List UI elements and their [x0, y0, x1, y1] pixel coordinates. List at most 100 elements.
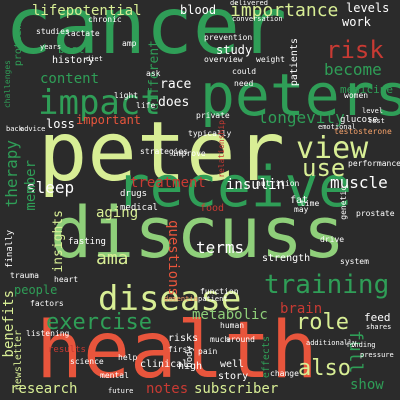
- word: studies: [36, 27, 70, 36]
- word: may: [294, 205, 309, 214]
- word: receive: [116, 155, 353, 220]
- word: use: [302, 154, 346, 182]
- word: aging: [96, 205, 139, 221]
- word: results: [48, 345, 86, 355]
- word: around: [226, 335, 255, 344]
- word: drugs: [120, 189, 148, 199]
- word: overview: [204, 55, 243, 64]
- word: amp: [122, 39, 137, 48]
- word: well: [220, 359, 245, 370]
- word: need: [234, 79, 254, 88]
- word: lactate: [66, 29, 100, 38]
- word: performance: [348, 159, 400, 168]
- word: heart: [54, 275, 79, 284]
- word: best: [58, 43, 85, 56]
- word: improve: [172, 149, 206, 158]
- word: glucose: [340, 115, 378, 125]
- word: lifepotential: [32, 3, 142, 19]
- word: life: [136, 101, 156, 110]
- word: genetic: [339, 186, 348, 220]
- word: view: [296, 131, 369, 166]
- word: study: [216, 43, 253, 57]
- word: factors: [30, 299, 64, 308]
- word: function: [200, 287, 239, 296]
- word: muscle: [330, 173, 388, 192]
- word: drive: [320, 235, 345, 244]
- word: advice: [20, 125, 46, 133]
- word: questions: [165, 220, 181, 296]
- word: strength: [262, 253, 311, 264]
- word: ama: [96, 248, 129, 269]
- word: longevity: [258, 108, 345, 127]
- word: impact: [38, 83, 161, 123]
- word: human: [220, 321, 245, 330]
- word: shares: [366, 323, 392, 331]
- word: ask: [146, 69, 161, 78]
- word: also: [298, 356, 351, 381]
- word: listening: [26, 329, 70, 338]
- word: research: [10, 381, 78, 397]
- word: cancer: [5, 0, 287, 72]
- word: story: [218, 371, 249, 382]
- word: body: [185, 346, 195, 368]
- word: finally: [5, 230, 15, 268]
- word: terms: [196, 238, 245, 257]
- word: typically: [188, 129, 232, 138]
- word: medicine: [340, 83, 393, 96]
- word: weight: [256, 55, 285, 64]
- word: importance: [230, 0, 339, 21]
- word: insights: [51, 210, 66, 273]
- word: challenges: [3, 60, 12, 109]
- word: could: [232, 67, 257, 76]
- word: prostate: [356, 209, 395, 218]
- word: people: [14, 283, 58, 297]
- word: discuss: [50, 192, 346, 274]
- word: work: [342, 15, 371, 29]
- word: full: [345, 330, 366, 374]
- word: insulin: [226, 177, 286, 193]
- word: patients: [289, 38, 300, 87]
- word: back: [6, 125, 23, 133]
- word: diet: [86, 55, 103, 63]
- word: relationship: [217, 120, 226, 178]
- word: blood: [180, 3, 217, 17]
- word: chronic: [88, 15, 122, 24]
- word: become: [324, 60, 382, 79]
- word: history: [52, 55, 95, 66]
- word: mental: [100, 371, 129, 380]
- word: conversation: [232, 15, 283, 23]
- word: sleep: [26, 178, 75, 197]
- word: much: [210, 335, 230, 344]
- word: does: [158, 95, 190, 110]
- word: time: [300, 199, 320, 208]
- word: years: [40, 43, 62, 51]
- word: prevention: [204, 33, 253, 42]
- word: change: [270, 369, 299, 378]
- word: disease: [98, 279, 242, 319]
- word: therapy: [2, 140, 21, 208]
- word: light: [114, 91, 139, 100]
- word: health: [36, 306, 318, 396]
- word: show: [350, 377, 384, 393]
- word: feed: [364, 311, 391, 324]
- word: food: [200, 203, 225, 214]
- word: subscriber: [194, 381, 279, 397]
- word: emotional: [318, 123, 356, 131]
- word: member: [23, 160, 39, 211]
- word: dementia: [164, 295, 198, 303]
- word: training: [264, 270, 390, 300]
- word: exercise: [46, 310, 152, 335]
- word: nutrition: [256, 179, 300, 188]
- word: pressure: [360, 351, 394, 359]
- word: fat: [290, 195, 309, 206]
- word: high: [178, 361, 203, 372]
- word: level: [362, 107, 384, 115]
- word: protein: [13, 24, 24, 67]
- word: strategies: [140, 147, 189, 156]
- word: metabolic: [192, 307, 268, 323]
- word: finding: [346, 341, 376, 349]
- word: help: [118, 353, 138, 362]
- word: risks: [168, 333, 199, 344]
- word: testosterone: [334, 127, 392, 136]
